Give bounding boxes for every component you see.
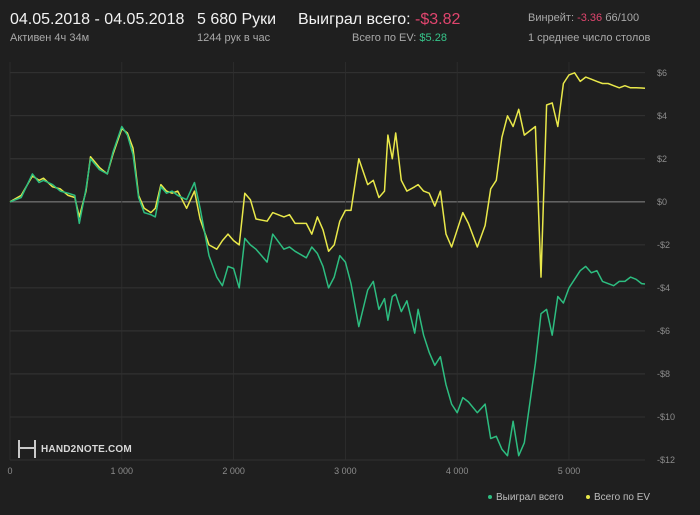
y-tick-label: -$12 [657,455,675,465]
y-tick-label: -$8 [657,369,670,379]
hands-per-hour: 1244 рук в час [197,32,271,44]
y-tick-label: -$10 [657,412,675,422]
x-tick-label: 4 000 [446,466,469,476]
active-time: Активен 4ч 34м [10,32,90,44]
won-total-label: Выиграл всего: [298,11,411,28]
legend-ev-marker [586,495,590,500]
won-total-value: -$3.82 [415,11,461,28]
won-total: Выиграл всего: -$3.82 [298,11,460,29]
x-tick-label: 5 000 [558,466,581,476]
y-tick-label: $2 [657,154,667,164]
ev-total-value: $5.28 [419,32,447,44]
y-tick-label: -$2 [657,240,670,250]
hands-count: 5 680 Руки [197,11,277,28]
x-tick-label: 1 000 [111,466,134,476]
legend-ev-label: Всего по EV [594,492,651,503]
x-tick-label: 2 000 [222,466,245,476]
legend-won-label: Выиграл всего [496,492,564,503]
winrate-suffix: б6/100 [605,12,640,24]
hand2note-logo-text: HAND2NOTE.COM [41,443,132,455]
series-line-ev [9,72,646,278]
ev-total: Всего по EV: $5.28 [352,32,447,44]
y-tick-label: $6 [657,68,667,78]
winrate-label: Винрейт: [528,12,575,24]
hand2note-logo-icon [18,440,36,458]
y-tick-label: $0 [657,197,667,207]
y-tick-label: -$6 [657,326,670,336]
profit-graph: $6 $4 $2 $0 -$2 -$4 -$6 -$8 -$10 -$12 0 1 000 2 000 3… [7,62,675,476]
hand2note-logo: HAND2NOTE.COM [18,440,132,458]
x-tick-label: 0 [7,466,12,476]
y-tick-label: $4 [657,111,667,121]
ev-total-label: Всего по EV: [352,32,417,44]
legend-item-won[interactable]: Выиграл всего [488,492,564,503]
date-range: 04.05.2018 - 04.05.2018 [10,11,185,28]
series-line-won [9,125,646,457]
winrate: Винрейт: -3.36 б6/100 [528,12,639,24]
y-tick-label: -$4 [657,283,670,293]
stats-header: 04.05.2018 - 04.05.2018 Активен 4ч 34м 5… [0,0,700,52]
avg-tables: 1 среднее число столов [528,32,651,44]
legend-item-ev[interactable]: Всего по EV [586,492,650,503]
x-tick-label: 3 000 [334,466,357,476]
winrate-value: -3.36 [577,12,603,24]
legend-won-marker [488,495,492,500]
